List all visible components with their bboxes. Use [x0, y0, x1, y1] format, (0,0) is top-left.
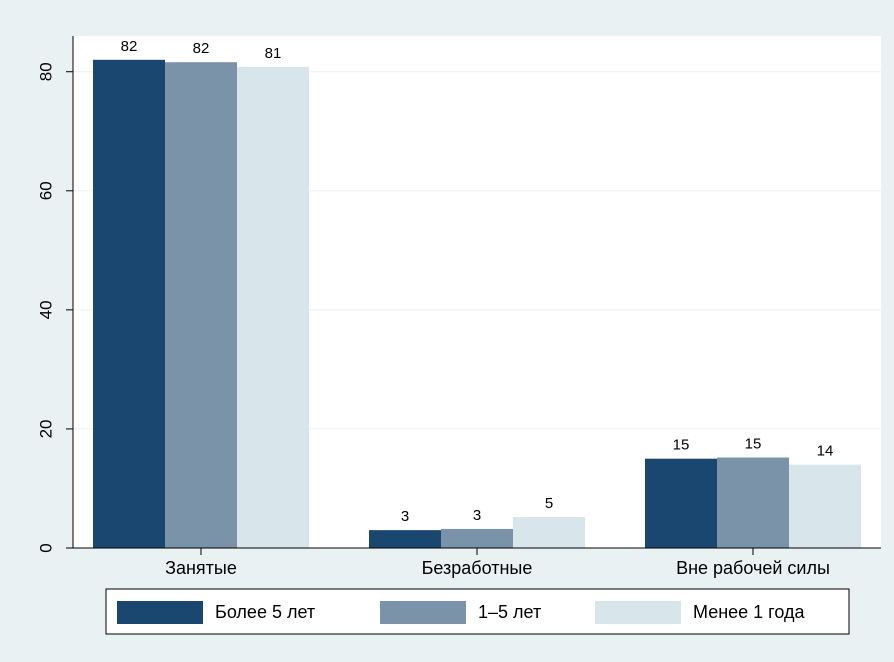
bar-value-label: 81: [265, 45, 282, 62]
y-axis-ticks: 0 20 40 60 80: [37, 62, 73, 553]
x-axis-ticks: Занятые Безработные Вне рабочей силы: [165, 548, 830, 578]
y-tick-label: 20: [37, 419, 56, 438]
legend-label: 1–5 лет: [478, 602, 541, 622]
bar-value-label: 3: [473, 507, 481, 524]
bar-value-label: 15: [673, 437, 690, 454]
y-tick-label: 60: [37, 181, 56, 200]
bar: [369, 530, 441, 548]
bar: [645, 458, 717, 548]
bar-value-label: 15: [745, 436, 762, 453]
x-tick-label: Занятые: [165, 558, 237, 578]
bar-value-label: 14: [817, 443, 834, 460]
legend-swatch: [595, 601, 681, 624]
bars: [93, 59, 861, 549]
bar: [93, 59, 165, 548]
bar: [717, 457, 789, 548]
legend: Более 5 лет 1–5 лет Менее 1 года: [105, 588, 850, 635]
y-tick-label: 80: [37, 62, 56, 81]
bar-value-label: 82: [193, 40, 210, 57]
bar: [513, 517, 585, 548]
x-tick-label: Вне рабочей силы: [676, 558, 830, 578]
bar: [237, 66, 309, 549]
y-tick-label: 40: [37, 300, 56, 319]
bar-value-label: 82: [121, 38, 138, 55]
y-tick-label: 0: [37, 543, 56, 552]
bar-value-label: 5: [545, 495, 553, 512]
bar: [441, 528, 513, 548]
data-labels: 82 82 81 3 3 5 15 15 14: [121, 38, 834, 525]
legend-label: Более 5 лет: [215, 602, 315, 622]
legend-swatch: [380, 601, 466, 624]
bar: [789, 464, 861, 548]
bar: [165, 62, 237, 549]
bar-value-label: 3: [401, 508, 409, 525]
legend-box: [105, 588, 850, 635]
legend-swatch: [117, 601, 203, 624]
x-tick-label: Безработные: [422, 558, 533, 578]
legend-label: Менее 1 года: [693, 602, 805, 622]
